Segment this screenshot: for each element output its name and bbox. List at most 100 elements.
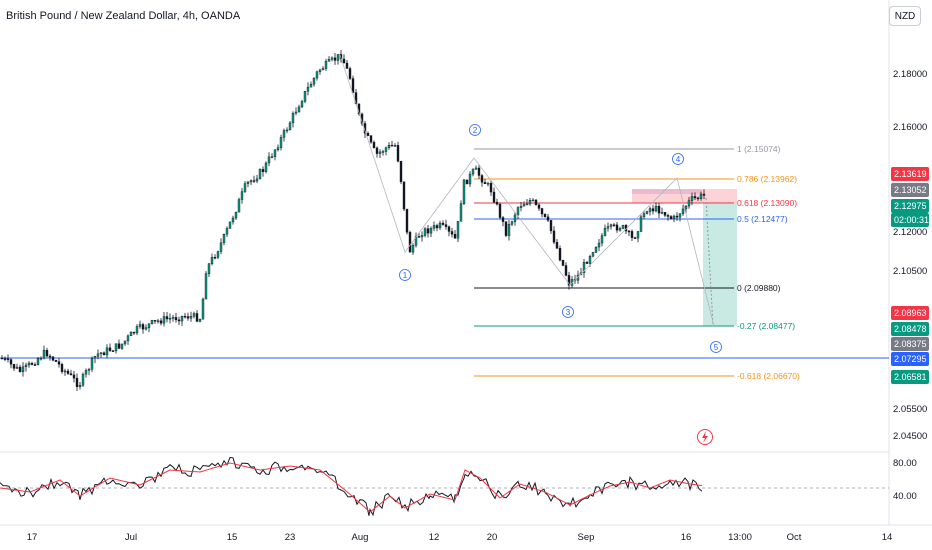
- wave-path[interactable]: [339, 54, 715, 327]
- fib-level-label: 0.5 (2.12477): [737, 214, 788, 224]
- candle-body: [87, 369, 91, 371]
- wave-label-circle[interactable]: [710, 341, 722, 353]
- candle-body: [540, 208, 544, 215]
- price-badge: [891, 370, 929, 384]
- candle-body: [192, 313, 196, 317]
- time-tick-label: 13:00: [728, 532, 752, 543]
- candle-body: [81, 373, 85, 386]
- candle-body: [264, 162, 268, 172]
- candle-body: [633, 237, 637, 239]
- candle-body: [291, 112, 295, 124]
- candle-body: [642, 213, 646, 218]
- candle-body: [309, 84, 313, 88]
- candle-body: [96, 353, 100, 357]
- candle-body: [288, 122, 292, 131]
- candle-body: [147, 323, 151, 328]
- candle-body: [630, 231, 634, 238]
- time-tick-label: 23: [285, 532, 296, 543]
- fib-level-label: 0 (2.09880): [737, 283, 781, 293]
- rsi-ma-line[interactable]: [0, 462, 703, 513]
- stop-zone[interactable]: [632, 189, 737, 203]
- candle-body: [651, 208, 655, 212]
- candle-body: [498, 204, 502, 218]
- candle-body: [93, 356, 97, 359]
- candle-body: [159, 320, 163, 324]
- candle-body: [33, 364, 37, 366]
- candle-body: [408, 232, 412, 253]
- candle-body: [273, 149, 277, 157]
- candle-body: [135, 326, 139, 334]
- candle-body: [213, 257, 217, 259]
- candle-body: [435, 225, 439, 229]
- candle-body: [522, 204, 526, 207]
- candle-body: [42, 350, 46, 359]
- candle-body: [582, 261, 586, 274]
- price-badge: [891, 199, 929, 213]
- candle-body: [441, 222, 445, 225]
- candle-body: [237, 199, 241, 213]
- candle-body: [678, 213, 682, 218]
- stop-zone-tint: [632, 189, 702, 194]
- candle-body: [0, 357, 4, 360]
- candle-body: [513, 214, 517, 222]
- currency-button[interactable]: NZD: [889, 6, 921, 26]
- candle-body: [66, 370, 70, 374]
- candle-body: [204, 273, 208, 300]
- candle-body: [231, 217, 235, 223]
- candle-body: [396, 145, 400, 162]
- price-tick-label: 2.04500: [893, 431, 927, 442]
- wave-label-text: 2: [473, 126, 478, 135]
- candle-body: [528, 199, 532, 205]
- candle-body: [603, 228, 607, 236]
- candle-body: [258, 169, 262, 180]
- candle-body: [480, 175, 484, 183]
- wave-label-circle[interactable]: [399, 269, 411, 281]
- candle-body: [156, 320, 160, 322]
- candle-body: [120, 343, 124, 349]
- target-zone[interactable]: [703, 203, 737, 326]
- wave-label-circle[interactable]: [672, 153, 684, 165]
- candle-body: [324, 61, 328, 69]
- candle-body: [252, 180, 256, 182]
- candle-body: [555, 242, 559, 249]
- candle-body: [255, 178, 259, 182]
- price-tick-label: 2.18000: [893, 69, 927, 80]
- candle-body: [378, 151, 382, 154]
- candle-body: [63, 370, 67, 373]
- price-badge-label: 2.08478: [894, 324, 927, 334]
- wave-label-circle[interactable]: [469, 124, 481, 136]
- candle-body: [219, 242, 223, 252]
- fib-level-label: 0.618 (2.13090): [737, 198, 797, 208]
- candle-body: [285, 129, 289, 132]
- price-tick-label: 2.10500: [893, 266, 927, 277]
- candle-body: [465, 179, 469, 185]
- candle-body: [189, 316, 193, 319]
- candle-body: [261, 169, 265, 172]
- candle-body: [306, 86, 310, 92]
- rsi-tick-label: 80.00: [893, 458, 917, 469]
- candle-body: [336, 54, 340, 61]
- candle-body: [117, 343, 121, 349]
- lightning-icon-bolt: [702, 431, 708, 443]
- candle-body: [486, 183, 490, 185]
- candle-body: [405, 208, 409, 233]
- candle-body: [525, 203, 529, 206]
- projection-line: [705, 197, 714, 327]
- price-badge: [891, 322, 929, 336]
- price-badge-label: 2.06581: [894, 372, 927, 382]
- candle-body: [621, 225, 625, 229]
- candle-body: [390, 144, 394, 147]
- candle-body: [504, 221, 508, 236]
- candle-body: [27, 362, 31, 366]
- wave-label-circle[interactable]: [562, 306, 574, 318]
- candle-body: [183, 315, 187, 318]
- candle-body: [462, 179, 466, 204]
- rsi-line[interactable]: [0, 456, 703, 517]
- candle-body: [78, 385, 82, 387]
- price-tick-label: 2.16000: [893, 122, 927, 133]
- candle-body: [129, 331, 133, 337]
- candle-body: [240, 191, 244, 200]
- candle-body: [114, 343, 118, 352]
